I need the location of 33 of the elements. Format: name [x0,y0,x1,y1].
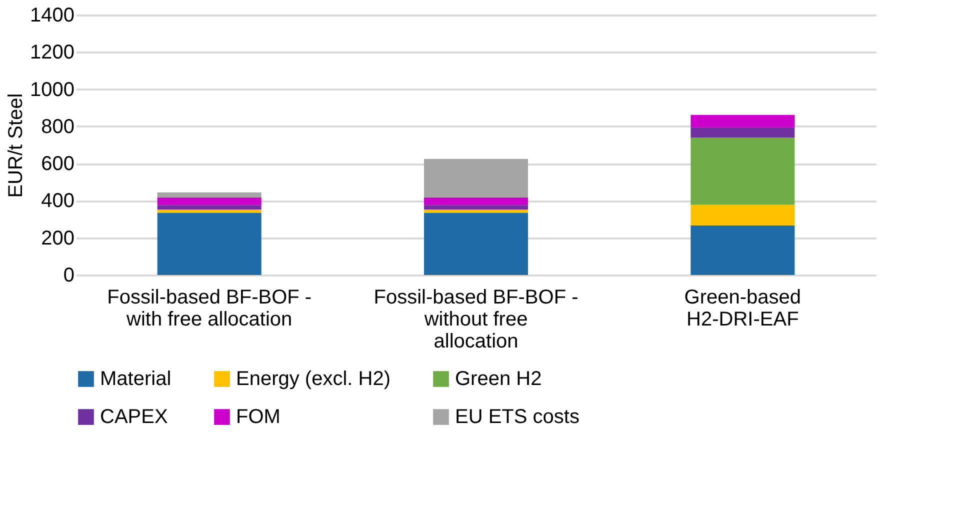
x-tick-label: Green-based H2-DRI-EAF [684,286,802,330]
bar [157,197,262,206]
bar [424,209,528,213]
bar [424,158,528,198]
x-tick-label: Fossil-based BF-BOF - with free allocation [107,286,312,330]
bar [157,209,262,213]
bar [424,197,528,206]
bar [690,127,795,138]
y-tick-label: 1200 [30,42,74,64]
y-tick-label: 800 [41,116,74,138]
bar [157,212,262,275]
legend-label: FOM [236,406,280,428]
bar [424,212,528,275]
legend-label: EU ETS costs [455,406,580,428]
y-tick-label: 1400 [30,4,74,26]
bar [157,205,262,210]
bar [690,225,795,275]
x-tick-label: Fossil-based BF-BOF - without free allocation [374,286,578,352]
bar [424,205,528,210]
bar [690,204,795,226]
legend-label: CAPEX [100,406,168,428]
legend-label: Green H2 [455,368,542,390]
legend-label: Energy (excl. H2) [236,368,390,390]
bar [690,114,795,128]
bar [690,138,795,205]
y-tick-label: 400 [41,190,74,212]
bar [157,192,262,198]
legend-label: Material [100,368,172,390]
y-tick-label: 600 [41,153,74,176]
y-tick-label: 1000 [30,78,74,101]
y-tick-label: 0 [63,264,74,286]
y-axis-title: EUR/t Steel [5,93,28,198]
y-tick-label: 200 [41,227,74,250]
